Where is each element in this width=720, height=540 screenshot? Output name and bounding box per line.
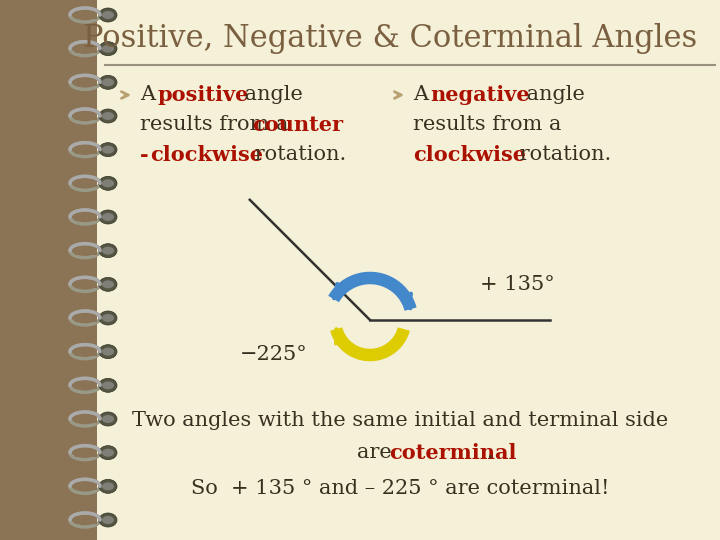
Ellipse shape [99, 311, 117, 325]
Text: results from a: results from a [140, 116, 295, 134]
Text: clockwise: clockwise [150, 145, 263, 165]
Ellipse shape [99, 379, 117, 393]
Ellipse shape [99, 446, 117, 460]
Text: negative: negative [430, 85, 530, 105]
Ellipse shape [99, 412, 117, 426]
Bar [75, 348, 97, 356]
Ellipse shape [102, 449, 114, 457]
Text: counter: counter [252, 115, 343, 135]
Ellipse shape [102, 146, 114, 154]
Ellipse shape [99, 177, 117, 190]
Bar [75, 78, 97, 86]
Text: coterminal: coterminal [389, 443, 516, 463]
Ellipse shape [99, 480, 117, 494]
Bar [75, 314, 97, 322]
Ellipse shape [99, 42, 117, 56]
Text: positive: positive [157, 85, 248, 105]
Ellipse shape [102, 78, 114, 86]
Bar [75, 280, 97, 288]
Ellipse shape [99, 244, 117, 258]
Ellipse shape [102, 314, 114, 322]
Ellipse shape [99, 513, 117, 527]
Ellipse shape [102, 348, 114, 356]
Text: rotation.: rotation. [248, 145, 346, 165]
Ellipse shape [102, 381, 114, 389]
Text: are: are [357, 443, 398, 462]
Text: A: A [413, 85, 435, 105]
Ellipse shape [102, 280, 114, 288]
Bar [75, 146, 97, 154]
Bar [75, 179, 97, 187]
Ellipse shape [99, 278, 117, 292]
Ellipse shape [99, 8, 117, 22]
Ellipse shape [102, 45, 114, 53]
Text: A: A [140, 85, 162, 105]
Ellipse shape [99, 345, 117, 359]
Bar [75, 112, 97, 120]
Ellipse shape [102, 516, 114, 524]
Ellipse shape [102, 112, 114, 120]
Text: Two angles with the same initial and terminal side: Two angles with the same initial and ter… [132, 410, 668, 429]
Ellipse shape [99, 109, 117, 123]
Ellipse shape [102, 247, 114, 255]
Text: rotation.: rotation. [513, 145, 611, 165]
Text: angle: angle [238, 85, 303, 105]
Text: −225°: −225° [240, 346, 307, 365]
Ellipse shape [102, 482, 114, 490]
Text: -: - [140, 145, 148, 165]
Ellipse shape [99, 76, 117, 89]
Ellipse shape [99, 143, 117, 157]
Bar [75, 213, 97, 221]
Bar [75, 381, 97, 389]
Text: + 135°: + 135° [480, 275, 554, 294]
Bar [75, 247, 97, 255]
Ellipse shape [102, 11, 114, 19]
Text: Positive, Negative & Coterminal Angles: Positive, Negative & Coterminal Angles [83, 23, 697, 53]
Bar [75, 449, 97, 457]
Bar [75, 482, 97, 490]
Ellipse shape [99, 210, 117, 224]
Ellipse shape [102, 179, 114, 187]
Ellipse shape [102, 213, 114, 221]
Bar [75, 415, 97, 423]
Text: So  + 135 ° and – 225 ° are coterminal!: So + 135 ° and – 225 ° are coterminal! [191, 478, 609, 497]
Text: angle: angle [520, 85, 585, 105]
Text: results from a: results from a [413, 116, 562, 134]
Ellipse shape [102, 415, 114, 423]
Bar [75, 11, 97, 19]
Text: clockwise: clockwise [413, 145, 526, 165]
Text: .: . [487, 443, 494, 462]
Bar [97, 0, 720, 540]
Bar [75, 516, 97, 524]
Bar [75, 45, 97, 53]
